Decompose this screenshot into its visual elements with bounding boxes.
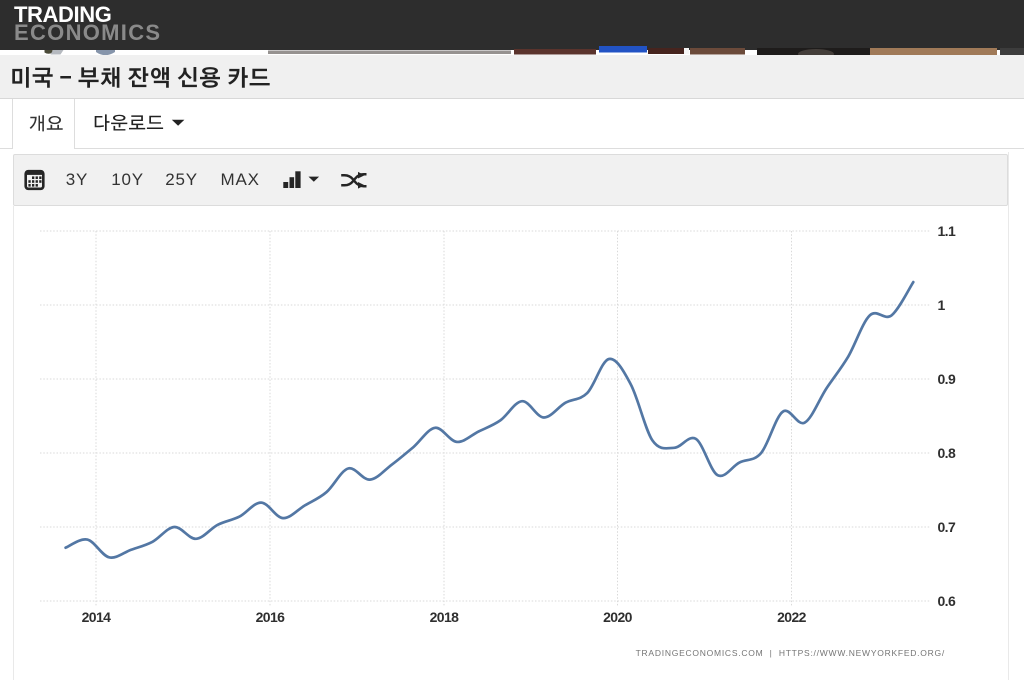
svg-text:1.1: 1.1 [938, 223, 956, 239]
svg-text:2022: 2022 [777, 609, 807, 625]
svg-text:2016: 2016 [256, 609, 286, 625]
svg-text:0.9: 0.9 [938, 371, 956, 387]
svg-text:0.8: 0.8 [938, 445, 956, 461]
svg-text:2018: 2018 [430, 609, 460, 625]
svg-text:2020: 2020 [603, 609, 633, 625]
svg-text:2014: 2014 [82, 609, 112, 625]
svg-text:1: 1 [938, 297, 946, 313]
svg-text:0.7: 0.7 [938, 519, 956, 535]
svg-text:0.6: 0.6 [938, 593, 956, 609]
